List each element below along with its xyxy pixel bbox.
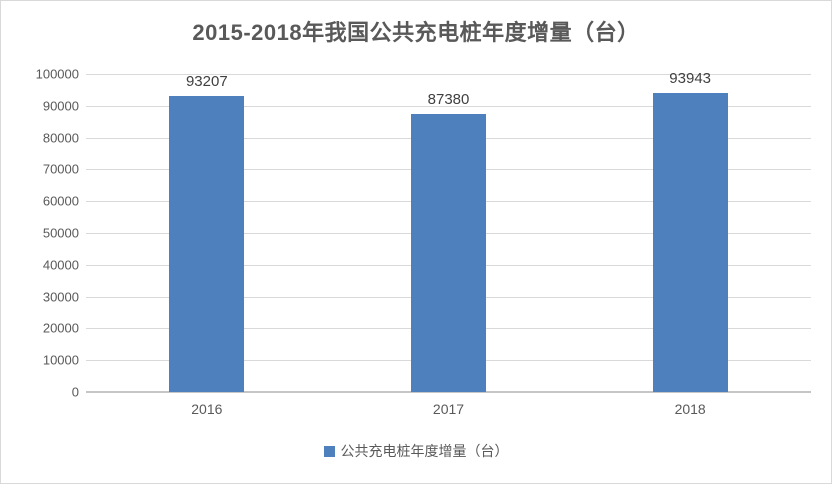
x-axis-line [86, 391, 811, 393]
x-axis-tick-label: 2018 [674, 401, 706, 417]
legend-swatch-icon [323, 445, 335, 457]
x-axis-tick-label: 2016 [191, 401, 223, 417]
y-axis-tick-label: 40000 [42, 257, 79, 273]
y-axis-tick-label: 90000 [42, 98, 79, 114]
bar-value-label: 93943 [669, 70, 712, 88]
legend-label: 公共充电桩年度增量（台） [340, 443, 509, 459]
bar-2018[interactable] [652, 93, 728, 392]
bar-2016[interactable] [169, 95, 245, 392]
y-axis-tick-label: 60000 [42, 193, 79, 209]
y-axis-tick-label: 0 [71, 384, 79, 400]
y-axis-tick-label: 80000 [42, 130, 79, 146]
y-axis-tick-label: 10000 [42, 352, 79, 368]
y-axis-tick-label: 70000 [42, 161, 79, 177]
x-axis-tick-label: 2017 [432, 401, 465, 417]
y-axis-tick-label: 30000 [42, 289, 79, 305]
gridline [86, 105, 811, 107]
plot-area: 93207 87380 93943 [86, 70, 811, 393]
bar-value-label: 93207 [185, 72, 228, 90]
legend: 公共充电桩年度增量（台） [1, 441, 831, 461]
bar-2017[interactable] [411, 114, 486, 392]
y-axis-tick-label: 50000 [42, 225, 79, 241]
gridline [86, 74, 811, 75]
chart-title: 2015-2018年我国公共充电桩年度增量（台） [192, 20, 640, 45]
bar-value-label: 87380 [427, 91, 470, 109]
y-axis-tick-label: 20000 [42, 320, 79, 336]
y-axis-tick-label: 100000 [35, 66, 79, 82]
